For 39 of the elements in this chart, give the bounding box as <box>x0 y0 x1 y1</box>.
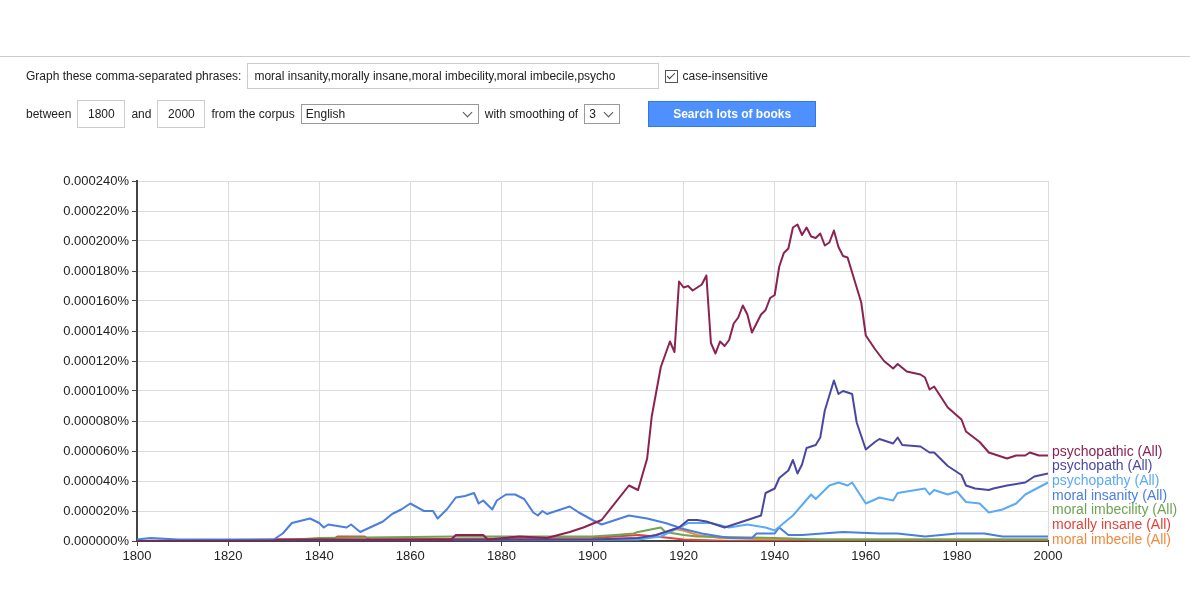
text-field: moral insanity,morally insane,moral imbecility,moral imbecile,psycho <box>247 63 660 89</box>
x-tick-label: 1840 <box>304 548 334 564</box>
text: and <box>131 107 152 121</box>
x-tick-label: 1880 <box>486 548 516 564</box>
x-tick-label: 1860 <box>395 548 425 564</box>
x-tick-label: 1920 <box>669 548 699 564</box>
y-tick-label: 0.000160% <box>63 292 130 308</box>
x-tick-label: 1960 <box>851 548 881 564</box>
dropdown-field: English <box>300 104 479 124</box>
text: between <box>26 107 72 121</box>
dropdown-field: 3 <box>584 104 621 124</box>
y-tick-label: 0.000000% <box>63 532 130 548</box>
series-label: psychopathic (All) <box>1052 442 1163 459</box>
text-field: 1800 <box>77 100 126 128</box>
y-tick-label: 0.000100% <box>63 382 130 398</box>
y-tick-label: 0.000220% <box>63 202 130 218</box>
x-tick-label: 1900 <box>578 548 607 564</box>
x-tick-label: 1980 <box>942 548 972 564</box>
y-tick-label: 0.000060% <box>63 442 130 458</box>
x-tick-label: 1820 <box>213 548 243 564</box>
y-tick-label: 0.000080% <box>63 412 130 428</box>
x-tick-label: 1940 <box>760 548 790 564</box>
y-tick-label: 0.000140% <box>63 322 130 338</box>
series-label: morally insane (All) <box>1052 516 1172 533</box>
text: with smoothing of <box>484 107 579 121</box>
text: Graph these comma-separated phrases: <box>26 69 242 83</box>
y-tick-label: 0.000040% <box>63 472 130 488</box>
y-tick-label: 0.000180% <box>63 262 130 278</box>
y-tick-label: 0.000120% <box>63 352 130 368</box>
text: case-insensitive <box>682 69 768 83</box>
series-label: psychopathy (All) <box>1052 472 1160 489</box>
y-tick-label: 0.000200% <box>63 232 130 248</box>
x-tick-label: 1800 <box>122 548 152 564</box>
y-tick-label: 0.000020% <box>63 502 130 518</box>
y-tick-label: 0.000240% <box>63 172 130 188</box>
text-field: 2000 <box>157 100 206 128</box>
search-button: Search lots of books <box>648 101 817 127</box>
text: from the corpus <box>211 107 295 121</box>
x-tick-label: 2000 <box>1033 548 1063 564</box>
